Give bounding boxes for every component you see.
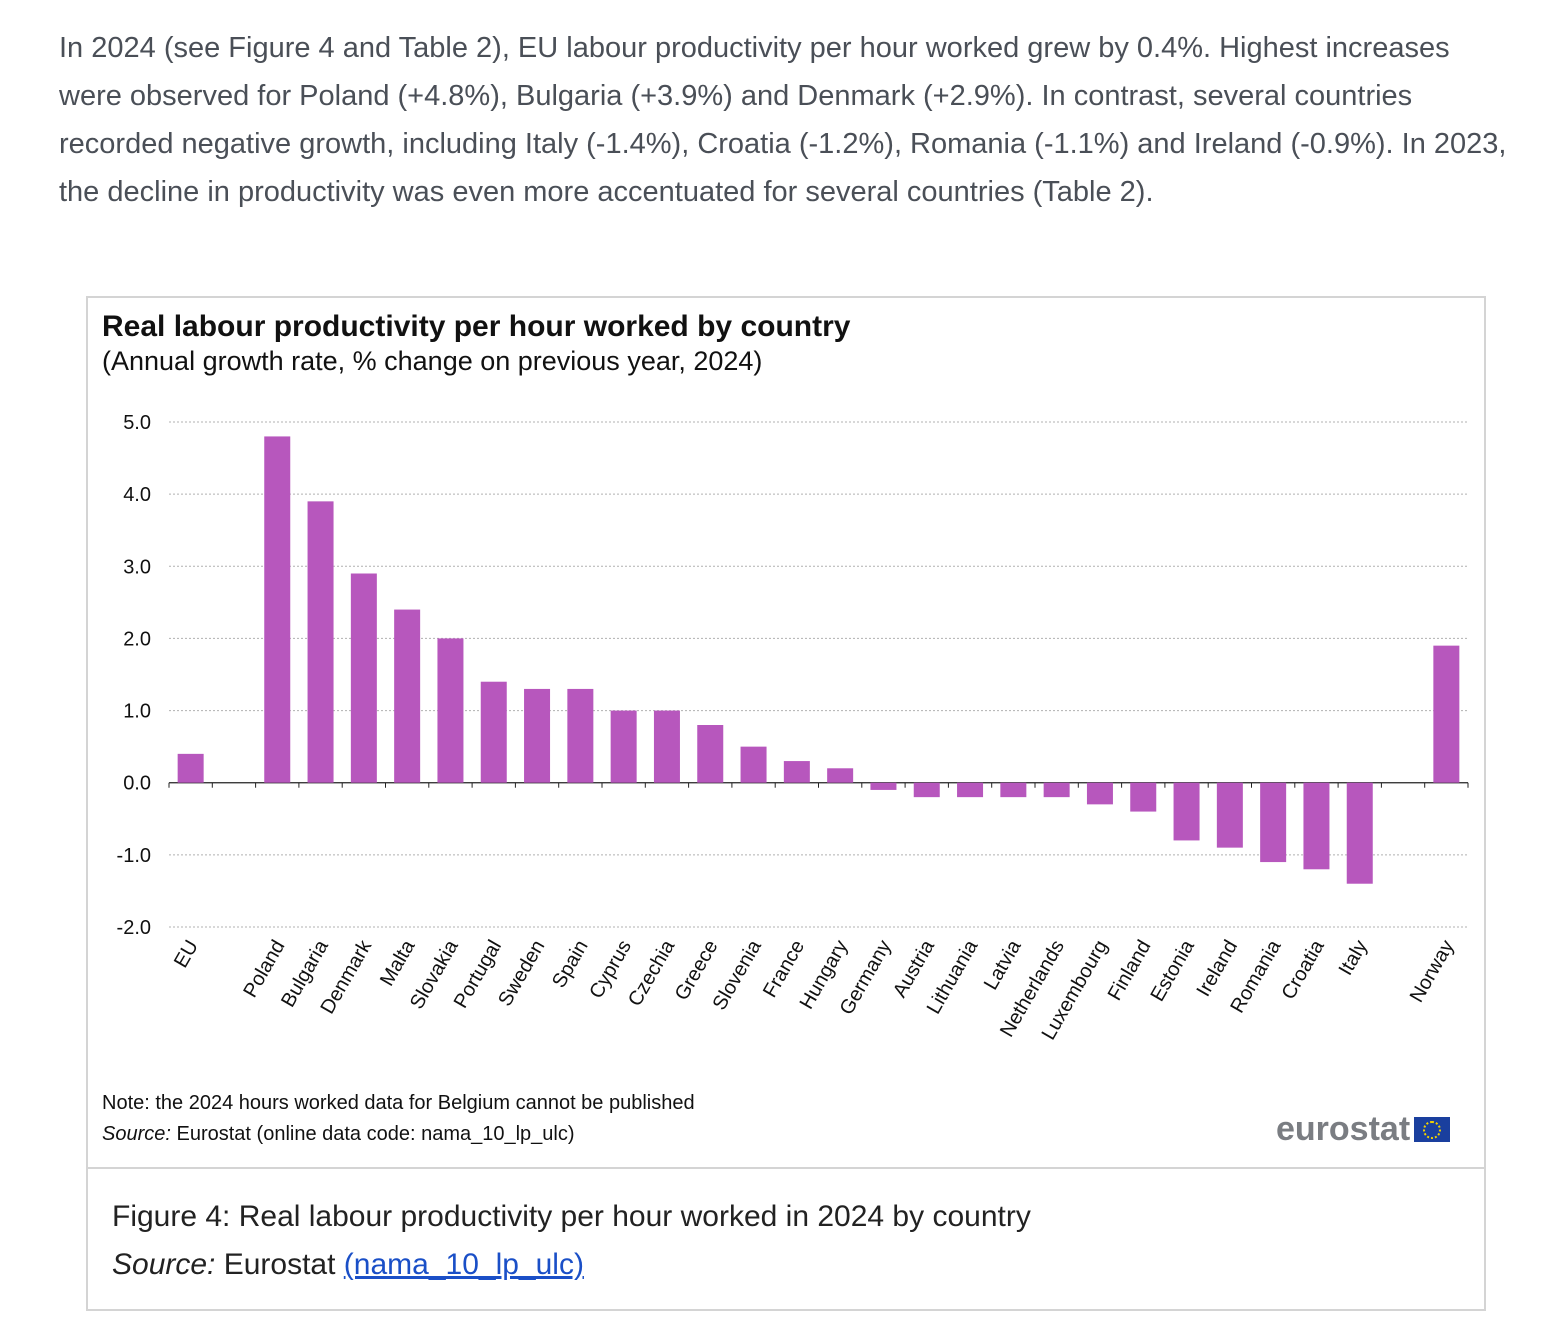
eu-flag-icon (1414, 1117, 1451, 1142)
bar-luxembourg (1086, 782, 1113, 805)
x-tick-label: Estonia (1146, 936, 1199, 1006)
bar-spain (567, 688, 594, 783)
x-tick-label: Croatia (1277, 936, 1329, 1004)
bar-cyprus (610, 710, 637, 783)
bar-ireland (1216, 782, 1243, 848)
y-tick-label: -2.0 (117, 917, 151, 939)
bar-netherlands (1043, 782, 1070, 798)
y-tick-label: 1.0 (123, 701, 151, 723)
y-tick-label: 5.0 (123, 412, 151, 434)
source-text: Eurostat (online data code: nama_10_lp_u… (170, 1123, 575, 1145)
x-tick-label: Malta (376, 936, 420, 990)
bar-bulgaria (307, 501, 334, 783)
bar-eu (177, 753, 204, 783)
x-tick-label: EU (170, 937, 203, 972)
chart-notes: Note: the 2024 hours worked data for Bel… (102, 1088, 695, 1150)
bar-croatia (1303, 782, 1330, 870)
bar-italy (1346, 782, 1373, 884)
x-tick-label: Latvia (980, 936, 1026, 994)
bar-slovakia (437, 638, 464, 783)
source-label: Source: (102, 1123, 171, 1145)
y-tick-label: 3.0 (123, 556, 151, 578)
bar-austria (913, 782, 940, 798)
bar-poland (264, 436, 291, 783)
bar-denmark (350, 573, 377, 783)
figure: Real labour productivity per hour worked… (86, 296, 1486, 1311)
bar-lithuania (957, 782, 984, 798)
bar-greece (697, 725, 724, 783)
dataset-link[interactable]: (nama_10_lp_ulc) (343, 1248, 584, 1281)
caption-title: Figure 4: Real labour productivity per h… (112, 1200, 1031, 1233)
bar-france (783, 761, 810, 783)
intro-paragraph: In 2024 (see Figure 4 and Table 2), EU l… (59, 32, 1507, 208)
y-tick-label: 2.0 (123, 628, 151, 650)
caption-source-label: Source: (112, 1248, 216, 1281)
y-tick-label: 4.0 (123, 484, 151, 506)
bar-portugal (480, 681, 507, 783)
y-tick-label: 0.0 (123, 773, 151, 795)
chart-title: Real labour productivity per hour worked… (102, 310, 851, 343)
caption-source-text: Eurostat (215, 1248, 344, 1281)
logo-text: eurostat (1276, 1110, 1411, 1148)
bar-czechia (653, 710, 680, 783)
x-tick-label: Italy (1335, 937, 1372, 980)
bar-romania (1260, 782, 1287, 863)
chart-image: Real labour productivity per hour worked… (88, 298, 1484, 1169)
bar-norway (1433, 645, 1460, 783)
bar-sweden (524, 688, 551, 783)
x-tick-label: Spain (548, 937, 593, 992)
bar-hungary (827, 768, 854, 783)
bar-malta (394, 609, 421, 783)
bar-estonia (1173, 782, 1200, 841)
figure-caption: Figure 4: Real labour productivity per h… (112, 1193, 1031, 1289)
bar-chart: 5.04.03.02.01.00.0-1.0-2.0EU PolandBulgar… (117, 412, 1469, 1044)
x-tick-label: Norway (1406, 937, 1459, 1007)
bar-germany (870, 782, 897, 790)
note-text: Note: the 2024 hours worked data for Bel… (102, 1092, 695, 1114)
bar-latvia (1000, 782, 1027, 798)
eurostat-logo: eurostat (1276, 1110, 1451, 1149)
chart-subtitle: (Annual growth rate, % change on previou… (102, 346, 763, 376)
y-tick-label: -1.0 (117, 845, 151, 867)
bar-slovenia (740, 746, 767, 783)
bar-finland (1130, 782, 1157, 812)
